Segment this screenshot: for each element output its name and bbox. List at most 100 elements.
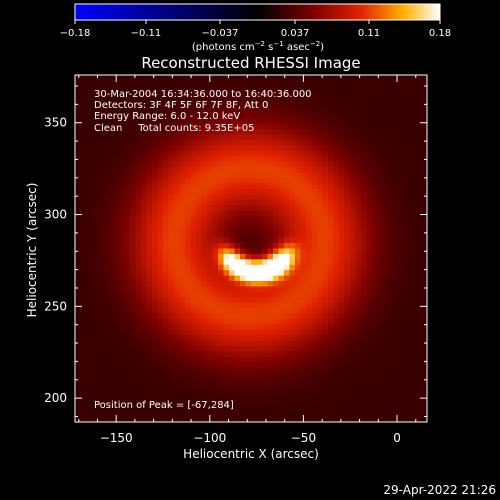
- heatmap-cell: [75, 416, 81, 422]
- heatmap-cell: [284, 183, 290, 190]
- heatmap-cell: [344, 194, 351, 201]
- heatmap-cell: [201, 324, 208, 331]
- heatmap-cell: [201, 308, 208, 314]
- heatmap-cell: [124, 389, 131, 396]
- heatmap-cell: [377, 313, 384, 320]
- heatmap-cell: [372, 102, 378, 108]
- heatmap-cell: [229, 297, 235, 304]
- heatmap-cell: [317, 356, 323, 363]
- heatmap-cell: [168, 411, 175, 417]
- heatmap-cell: [388, 389, 395, 396]
- heatmap-cell: [130, 188, 136, 195]
- heatmap-cell: [207, 373, 213, 380]
- heatmap-cell: [306, 291, 312, 298]
- heatmap-cell: [185, 378, 191, 385]
- heatmap-cell: [229, 123, 235, 130]
- heatmap-cell: [80, 118, 87, 125]
- heatmap-cell: [185, 356, 191, 363]
- heatmap-cell: [273, 291, 279, 298]
- heatmap-cell: [130, 226, 136, 233]
- heatmap-cell: [119, 286, 125, 293]
- heatmap-cell: [328, 373, 334, 380]
- heatmap-cell: [399, 75, 406, 81]
- heatmap-cell: [223, 253, 230, 260]
- heatmap-cell: [196, 232, 202, 239]
- heatmap-cell: [251, 205, 257, 211]
- heatmap-cell: [289, 134, 296, 141]
- heatmap-cell: [311, 259, 318, 266]
- heatmap-cell: [421, 178, 427, 184]
- heatmap-cell: [245, 150, 252, 157]
- heatmap-cell: [86, 329, 92, 336]
- heatmap-cell: [75, 107, 81, 114]
- heatmap-cell: [130, 80, 136, 87]
- heatmap-cell: [306, 205, 312, 211]
- heatmap-cell: [267, 291, 274, 298]
- heatmap-cell: [366, 172, 373, 179]
- heatmap-cell: [322, 351, 329, 358]
- heatmap-cell: [229, 378, 235, 385]
- heatmap-cell: [207, 80, 213, 87]
- heatmap-cell: [355, 199, 362, 206]
- heatmap-cell: [300, 123, 307, 130]
- heatmap-cell: [399, 161, 406, 168]
- heatmap-cell: [289, 248, 296, 255]
- heatmap-cell: [322, 373, 329, 380]
- heatmap-cell: [366, 384, 373, 390]
- heatmap-cell: [421, 134, 427, 141]
- heatmap-cell: [372, 291, 378, 298]
- heatmap-cell: [311, 329, 318, 336]
- heatmap-cell: [300, 308, 307, 314]
- heatmap-cell: [75, 281, 81, 287]
- heatmap-cell: [328, 102, 334, 108]
- heatmap-cell: [344, 373, 351, 380]
- heatmap-cell: [119, 226, 125, 233]
- heatmap-cell: [267, 335, 274, 342]
- heatmap-cell: [289, 291, 296, 298]
- heatmap-cell: [388, 140, 395, 146]
- heatmap-cell: [388, 378, 395, 385]
- heatmap-cell: [207, 112, 213, 119]
- heatmap-cell: [317, 346, 323, 352]
- heatmap-cell: [185, 264, 191, 271]
- heatmap-cell: [399, 259, 406, 266]
- heatmap-cell: [328, 248, 334, 255]
- heatmap-cell: [130, 297, 136, 304]
- heatmap-cell: [333, 324, 340, 331]
- heatmap-cell: [108, 91, 114, 98]
- heatmap-cell: [218, 188, 224, 195]
- heatmap-cell: [306, 313, 312, 320]
- heatmap-cell: [399, 248, 406, 255]
- heatmap-cell: [130, 118, 136, 125]
- heatmap-cell: [251, 85, 257, 92]
- heatmap-cell: [355, 178, 362, 184]
- heatmap-cell: [278, 384, 285, 390]
- heatmap-cell: [289, 215, 296, 222]
- heatmap-cell: [350, 302, 356, 309]
- heatmap-cell: [256, 75, 263, 81]
- heatmap-cell: [130, 96, 136, 103]
- heatmap-cell: [311, 248, 318, 255]
- heatmap-cell: [416, 140, 422, 146]
- heatmap-cell: [388, 215, 395, 222]
- heatmap-cell: [146, 270, 153, 277]
- heatmap-cell: [141, 270, 147, 277]
- heatmap-cell: [119, 346, 125, 352]
- heatmap-cell: [119, 183, 125, 190]
- heatmap-cell: [405, 96, 411, 103]
- heatmap-cell: [416, 178, 422, 184]
- heatmap-cell: [229, 356, 235, 363]
- heatmap-cell: [179, 351, 186, 358]
- heatmap-cell: [196, 259, 202, 266]
- heatmap-cell: [146, 91, 153, 98]
- heatmap-cell: [366, 335, 373, 342]
- heatmap-cell: [229, 102, 235, 108]
- heatmap-cell: [388, 183, 395, 190]
- heatmap-cell: [196, 297, 202, 304]
- heatmap-cell: [262, 253, 268, 260]
- heatmap-cell: [289, 210, 296, 217]
- heatmap-cell: [190, 335, 197, 342]
- heatmap-cell: [350, 253, 356, 260]
- heatmap-cell: [119, 378, 125, 385]
- heatmap-cell: [102, 161, 109, 168]
